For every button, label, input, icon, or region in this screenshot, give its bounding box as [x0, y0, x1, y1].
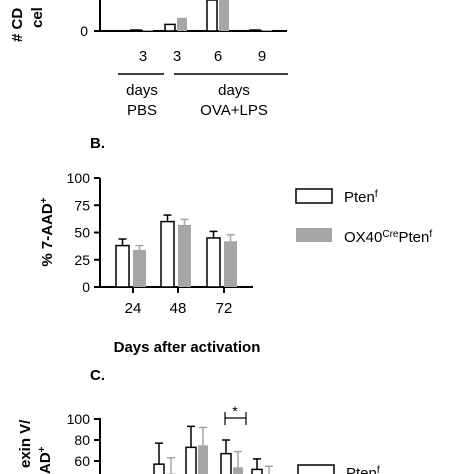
panel-b-title: B.	[90, 135, 105, 152]
panel-c-legend-swatch-ptenf	[297, 464, 335, 474]
panel-b-xtick-2: 72	[216, 300, 233, 317]
panel-b-bar-s0-c1	[160, 220, 175, 288]
panel-a-bar-s1-c2-cropped	[219, 0, 229, 31]
panel-a-group-top-1: days	[218, 82, 250, 99]
panel-c: C. exin V/ AD+ 100 80 60 * Ptenf	[17, 367, 380, 474]
panel-a-ylabel-part2: cel	[29, 7, 46, 28]
panel-b-ylabel: % 7-AAD+	[39, 197, 57, 266]
panel-a-bar-s1-c0	[143, 30, 153, 31]
panel-b-bar-s1-c2	[224, 241, 237, 287]
panel-a-bar-s0-c3	[249, 29, 261, 32]
panel-a-ytick-0: 0	[80, 23, 88, 39]
panel-b-ytick-2: 50	[74, 225, 90, 241]
panel-c-ytick-0: 100	[67, 411, 91, 427]
panel-b-bar-s0-c0	[115, 244, 130, 288]
panel-c-bar-s0-c3	[251, 468, 263, 474]
panel-c-ytick-2: 60	[74, 453, 90, 469]
panel-a-bar-s0-c0	[130, 29, 142, 32]
panel-a-ylabel-part1: # CD	[9, 8, 26, 42]
significance-star: *	[232, 403, 238, 419]
panel-b-legend: Ptenf OX40CrePtenf	[295, 188, 432, 247]
panel-a-group-bottom-0: PBS	[127, 102, 157, 119]
panel-b-bar-s1-c1	[178, 224, 191, 287]
panel-c-ytick-1: 80	[74, 432, 90, 448]
panel-a-bar-s0-c2-cropped	[206, 0, 218, 32]
legend-swatch-ptenf	[295, 188, 333, 204]
panel-a: # CD cel 0 3 3 6 9 days PBS days OVA+LPS	[9, 0, 288, 119]
panel-b: B. % 7-AAD+ 0 25 50 75 100 24 48 72 Days after…	[39, 135, 433, 356]
panel-c-bar-s0-c0	[153, 463, 165, 474]
panel-c-bar-s1-c2	[233, 467, 243, 474]
panel-b-bar-s0-c2	[206, 237, 221, 288]
panel-b-ytick-4: 100	[67, 170, 91, 186]
legend-swatch-ox40creptenf	[296, 228, 332, 242]
panel-a-bar-s1-c1	[177, 17, 187, 31]
panel-a-bar-s0-c1	[164, 23, 176, 32]
panel-c-bar-s0-c1	[185, 446, 197, 474]
panel-c-bar-s1-c1	[198, 445, 208, 474]
panel-b-bar-s1-c0	[133, 249, 146, 287]
panel-c-bar-s0-c2	[220, 452, 232, 474]
panel-c-ylabel-part2: AD+	[37, 446, 55, 474]
panel-a-xtick-3: 9	[258, 48, 266, 65]
legend-label-ptenf: Ptenf	[344, 189, 378, 207]
panel-a-group-bottom-1: OVA+LPS	[200, 102, 268, 119]
legend-label-ox40creptenf: OX40CrePtenf	[344, 229, 432, 247]
panel-c-legend-label-ptenf: Ptenf	[346, 465, 380, 474]
panel-b-xtick-1: 48	[170, 300, 187, 317]
panel-a-group-top-0: days	[126, 82, 158, 99]
panel-c-title: C.	[90, 367, 105, 384]
panel-b-ytick-3: 75	[74, 197, 90, 213]
panel-a-bar-s1-c3	[262, 30, 272, 31]
panel-b-xlabel: Days after activation	[114, 339, 261, 356]
panel-b-xtick-0: 24	[125, 300, 142, 317]
panel-b-ytick-0: 0	[82, 279, 90, 295]
panel-a-xtick-0: 3	[139, 48, 147, 65]
panel-b-ytick-1: 25	[74, 252, 90, 268]
panel-c-ylabel-part1: exin V/	[17, 419, 34, 468]
panel-a-xtick-2: 6	[214, 48, 222, 65]
panel-a-xtick-1: 3	[173, 48, 181, 65]
